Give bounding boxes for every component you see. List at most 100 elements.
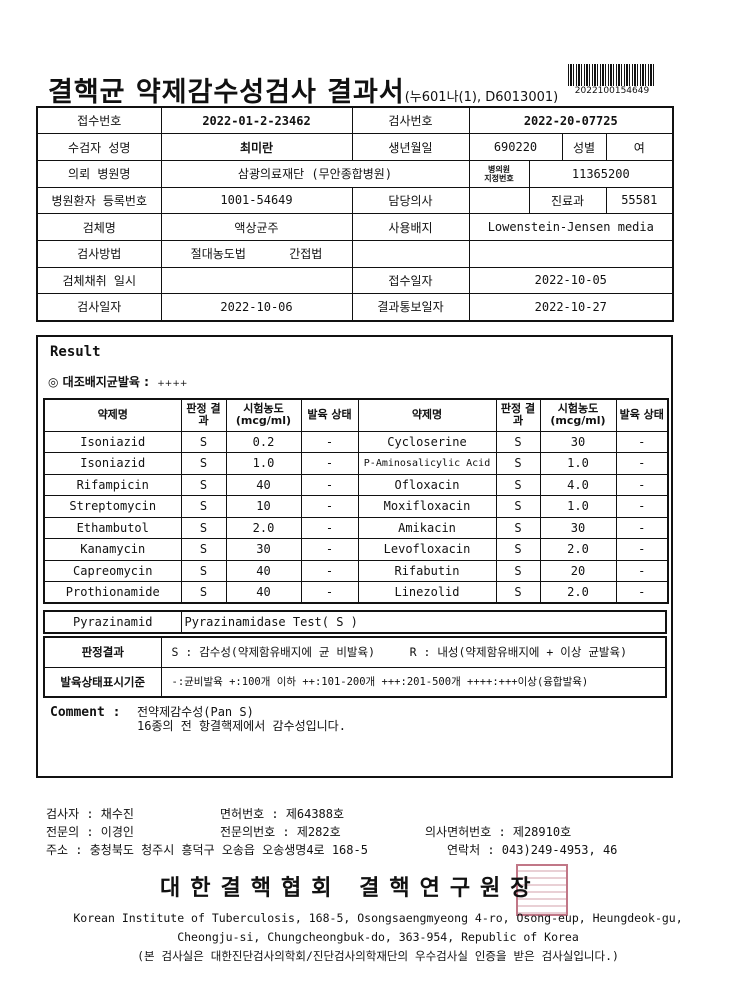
hospital-code: 11365200 <box>528 159 674 188</box>
drug-table: 약제명 판정 결과 시험농도 (mcg/ml) 발육 상태 약제명 판정 결과 시험농도 … <box>43 398 669 604</box>
english-address-2: Cheongju-si, Chungcheongbuk-do, 363-954,… <box>177 930 579 944</box>
label: 접수번호 <box>36 106 162 135</box>
certification-note: (본 검사실은 대한진단검사의학회/진단검사의학재단의 우수검사실 인증을 받은… <box>137 949 619 963</box>
growth-label: 발육상태표시기준 <box>43 666 162 698</box>
label: 병의원 <box>487 164 511 174</box>
method-2: 간접법 <box>289 247 323 262</box>
growth-status: - <box>300 581 359 604</box>
concentration: 30 <box>539 516 617 539</box>
contact: 연락처 : 043)249-4953, 46 <box>447 843 618 857</box>
growth-status: - <box>300 452 359 475</box>
sex: 여 <box>605 133 674 161</box>
header-conc: 시험농도 (mcg/ml) <box>539 398 617 432</box>
birth: 690220 <box>468 133 563 161</box>
growth-status: - <box>615 452 669 475</box>
label: 병원환자 등록번호 <box>36 186 162 215</box>
table-row: Ethambutol S 2.0- Amikacin S 30- <box>43 516 669 539</box>
judgement: S <box>495 581 541 604</box>
judgement: S <box>180 516 227 539</box>
doctor <box>468 186 530 215</box>
title-text: 결핵균 약제감수성검사 결과서 <box>48 77 405 108</box>
table-row: Capreomycin S 40- Rifabutin S 20- <box>43 559 669 582</box>
drug-name: Levofloxacin <box>357 538 497 561</box>
control-value: ++++ <box>157 379 188 389</box>
report-date: 2022-10-27 <box>468 293 674 321</box>
growth-status: - <box>615 430 669 453</box>
drug-name: Streptomycin <box>43 495 182 518</box>
judgement: S <box>495 495 541 518</box>
comment-label: Comment : <box>50 705 121 720</box>
label: 진료과 <box>528 186 607 215</box>
judgement: S <box>180 430 227 453</box>
header-judge: 판정 결과 <box>495 398 541 432</box>
judgement: S <box>495 430 541 453</box>
judge-s: S : 감수성(약제함유배지에 균 비발육) <box>171 645 376 660</box>
drug-name: Rifampicin <box>43 473 182 496</box>
specialist: 전문의 : 이경인 <box>46 825 134 839</box>
pza-label: Pyrazinamid <box>43 610 182 634</box>
growth-status: - <box>300 430 359 453</box>
empty <box>351 239 470 268</box>
table-row: Streptomycin S 10- Moxifloxacin S 1.0- <box>43 495 669 518</box>
comment-line-1: 전약제감수성(Pan S) <box>137 705 254 719</box>
concentration: 2.0 <box>539 538 617 561</box>
medium: Lowenstein-Jensen media <box>468 213 674 241</box>
barcode <box>568 64 656 86</box>
specialist-no: 전문의번호 : 제282호 <box>220 825 341 839</box>
label: 의뢰 병원명 <box>36 159 162 188</box>
method-1: 절대농도법 <box>190 247 246 262</box>
legend-table: 판정결과 S : 감수성(약제함유배지에 균 비발육) R : 내성(약제함유배지… <box>43 636 667 698</box>
control-growth: ◎ 대조배지균발육 : ++++ <box>48 373 187 390</box>
drug-name: P-Aminosalicylic Acid <box>357 452 497 475</box>
concentration: 1.0 <box>539 495 617 518</box>
concentration: 30 <box>225 538 302 561</box>
result-title: Result <box>50 344 101 360</box>
document-title: 결핵균 약제감수성검사 결과서(누601나(1), D6013001) <box>48 70 558 109</box>
judgement: S <box>495 473 541 496</box>
tester: 검사자 : 채수진 <box>46 807 134 821</box>
collect <box>160 266 353 295</box>
growth-status: - <box>615 538 669 561</box>
label: 지정번호 <box>484 173 514 183</box>
label: 담당의사 <box>351 186 470 215</box>
drug-name: Isoniazid <box>43 452 182 475</box>
result-box <box>36 335 673 778</box>
header-judge: 판정 결과 <box>180 398 227 432</box>
judgement: S <box>495 559 541 582</box>
label: 성별 <box>561 133 607 161</box>
concentration: 30 <box>539 430 617 453</box>
header-growth: 발육 상태 <box>615 398 669 432</box>
address: 주소 : 충청북도 청주시 흥덕구 오송읍 오송생명4로 168-5 <box>46 843 368 857</box>
drug-name: Capreomycin <box>43 559 182 582</box>
judgement: S <box>495 516 541 539</box>
reception-no: 2022-01-2-23462 <box>160 106 353 135</box>
pyrazinamid-table: Pyrazinamid Pyrazinamidase Test( S ) <box>43 610 667 634</box>
label: 검사일자 <box>36 293 162 321</box>
judge-r: R : 내성(약제함유배지에 + 이상 균발육) <box>409 645 627 660</box>
concentration: 40 <box>225 473 302 496</box>
concentration: 40 <box>225 559 302 582</box>
concentration: 20 <box>539 559 617 582</box>
growth-status: - <box>615 581 669 604</box>
concentration: 2.0 <box>539 581 617 604</box>
label: 검사방법 <box>36 239 162 268</box>
growth-status: - <box>300 559 359 582</box>
drug-name: Ofloxacin <box>357 473 497 496</box>
english-address-1: Korean Institute of Tuberculosis, 168-5,… <box>73 911 683 925</box>
drug-name: Rifabutin <box>357 559 497 582</box>
header-drug: 약제명 <box>43 398 182 432</box>
drug-name: Cycloserine <box>357 430 497 453</box>
test-date: 2022-10-06 <box>160 293 353 321</box>
concentration: 40 <box>225 581 302 604</box>
judgement: S <box>180 473 227 496</box>
license-no: 면허번호 : 제64388호 <box>220 807 345 821</box>
header-drug: 약제명 <box>357 398 497 432</box>
dept: 55581 <box>605 186 674 215</box>
growth-status: - <box>300 495 359 518</box>
table-row: Prothionamide S 40- Linezolid S 2.0- <box>43 581 669 604</box>
drug-name: Kanamycin <box>43 538 182 561</box>
growth-status: - <box>300 516 359 539</box>
concentration: 1.0 <box>539 452 617 475</box>
header-growth: 발육 상태 <box>300 398 359 432</box>
form-code: (누601나(1), D6013001) <box>404 90 559 105</box>
